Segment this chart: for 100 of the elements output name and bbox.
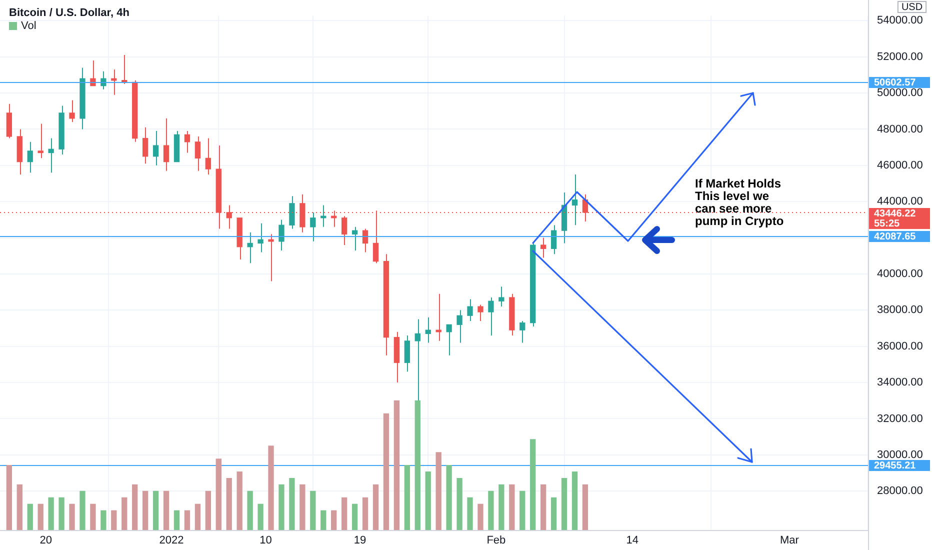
candlestick [278,219,284,251]
x-tick-label: 19 [354,534,366,547]
bar [236,472,242,530]
bar [194,504,201,530]
candlestick [467,298,473,322]
bar [111,510,117,530]
candlestick [550,224,557,255]
y-tick-label: 46000.00 [877,159,923,172]
bar [414,400,420,530]
y-tick-label: 36000.00 [877,340,923,352]
bar [478,504,484,530]
bar [6,465,12,530]
bar [425,472,431,530]
candlestick [100,70,106,90]
candlestick [425,316,431,344]
candlestick [194,136,201,172]
candlestick [446,324,452,356]
bar [582,484,588,530]
bar [226,478,232,530]
candlestick [341,216,348,246]
bar [16,484,22,530]
y-tick-label: 48000.00 [877,123,923,136]
y-tick-label: 54000.00 [877,14,923,27]
candlestick [111,69,117,96]
y-tick-label: 44000.00 [877,196,923,208]
y-tick-label: 40000.00 [877,268,923,280]
candlestick [362,228,368,253]
y-tick-label: 34000.00 [877,376,923,389]
bar [550,497,557,530]
bar [289,478,295,530]
bar [258,504,264,530]
text: 55:25 [874,218,900,230]
bar [122,497,128,530]
bar [278,484,284,530]
bar [27,504,33,530]
bar [383,413,390,530]
ref-line-label: 42087.65 [874,231,916,242]
candlestick [498,286,504,308]
bar [174,510,180,530]
bar [509,484,515,530]
x-tick-label: 20 [40,534,52,547]
annotation: If Market Holds This level we can see more pump in Crypto [695,176,784,228]
bar [80,490,86,530]
candlestick [152,130,159,166]
candlestick [456,310,462,344]
bar [69,504,75,530]
candlestick [572,174,578,226]
bar [540,484,546,530]
bar [362,497,368,530]
bar [352,504,358,530]
bar [58,497,64,530]
bar [561,478,568,530]
candlestick [540,237,546,258]
x-tick-label: 10 [260,534,272,547]
bar [152,490,159,530]
candlestick [69,100,75,122]
bar [320,510,326,530]
ref-line-label: 43446.22 [874,208,916,220]
legend-label: Vol [21,20,36,32]
bar [142,490,148,530]
candlestick [247,232,253,264]
bar [498,484,504,530]
bar [394,400,400,530]
chart-title: Bitcoin / U.S. Dollar, 4h [9,7,130,20]
bar [216,458,222,530]
candlestick [38,123,44,159]
candlestick [27,141,33,174]
bar [100,510,106,530]
bar [404,465,410,530]
text: USD [901,2,923,13]
bar [48,497,54,530]
bar [90,504,96,530]
bar [572,472,578,530]
bar [436,452,442,530]
bar [310,490,316,530]
candlestick [352,226,358,251]
candlestick [163,118,170,172]
y-tick-label: 30000.00 [877,448,923,461]
candlestick [289,196,295,230]
candlestick [90,60,96,86]
x-tick-label: 14 [626,534,638,547]
x-tick-label: Feb [486,534,506,547]
bar [488,490,494,530]
y-tick-label: 38000.00 [877,304,923,316]
bar [205,490,211,530]
bar [467,497,473,530]
y-tick-label: 52000.00 [877,50,923,63]
candlestick [205,138,211,175]
bar [163,490,170,530]
candlestick [48,138,54,174]
candlestick [478,304,484,322]
x-tick-label: 2022 [159,534,184,547]
bar [300,484,306,530]
candlestick [436,293,442,342]
candlestick [520,320,526,344]
bar [247,490,253,530]
y-tick-label: 28000.00 [877,485,923,498]
ref-line-label: 50602.57 [874,77,916,88]
candlestick [142,126,148,164]
bar [132,484,138,530]
